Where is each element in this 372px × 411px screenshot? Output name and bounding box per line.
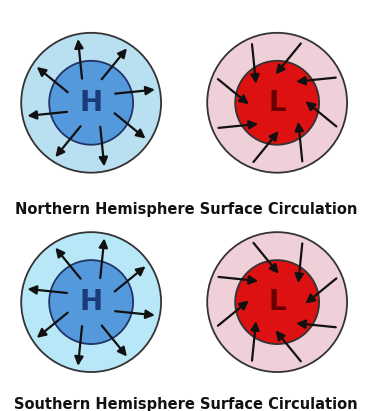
Text: Southern Hemisphere Surface Circulation: Southern Hemisphere Surface Circulation: [14, 397, 358, 411]
Text: Northern Hemisphere Surface Circulation: Northern Hemisphere Surface Circulation: [15, 202, 357, 217]
Circle shape: [21, 33, 161, 173]
Circle shape: [49, 260, 133, 344]
Circle shape: [49, 61, 133, 145]
Text: L: L: [268, 288, 286, 316]
Text: H: H: [80, 89, 103, 117]
Text: H: H: [80, 288, 103, 316]
Circle shape: [235, 260, 319, 344]
Circle shape: [21, 232, 161, 372]
Circle shape: [235, 61, 319, 145]
Circle shape: [207, 232, 347, 372]
Circle shape: [207, 33, 347, 173]
Text: L: L: [268, 89, 286, 117]
